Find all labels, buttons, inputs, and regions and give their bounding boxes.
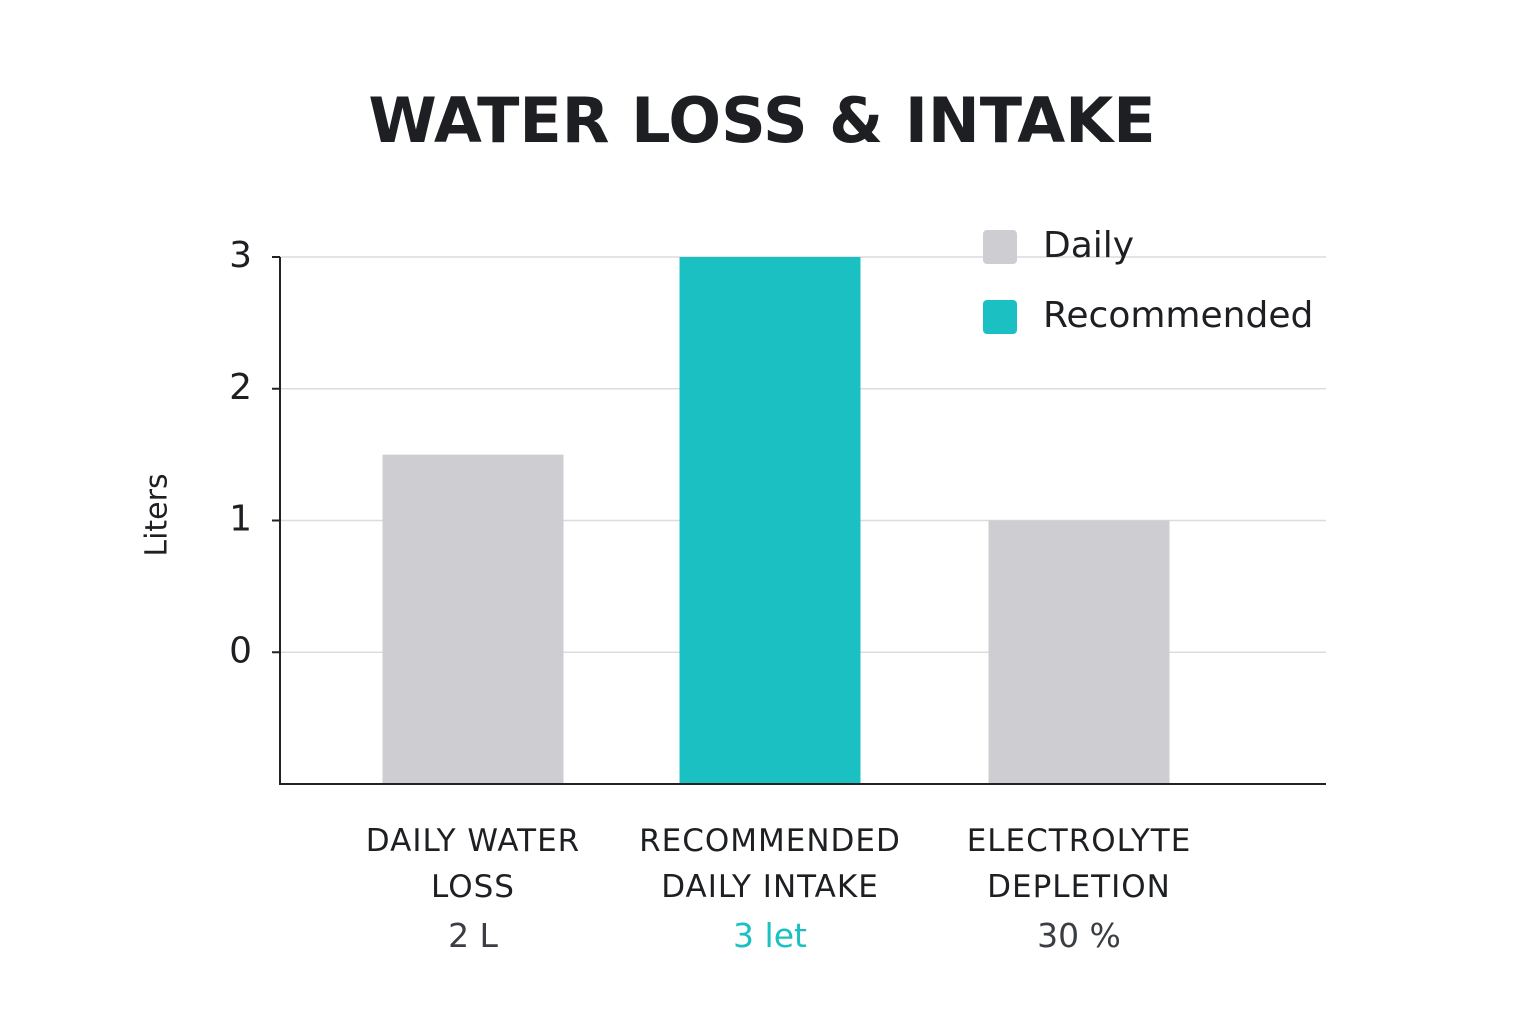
legend-label: Recommended xyxy=(1043,295,1313,336)
x-tick-label: RECOMMENDED DAILY INTAKE xyxy=(639,823,901,905)
x-tick-label: ELECTROLYTE DEPLETION xyxy=(966,823,1192,905)
y-tick-label: 0 xyxy=(229,630,252,671)
category-annotation: 30 % xyxy=(1037,916,1121,955)
y-axis-label: Liters xyxy=(140,473,175,556)
category-annotation: 3 let xyxy=(733,916,807,955)
x-tick-label: DAILY WATER LOSS xyxy=(365,823,581,905)
legend-label: Daily xyxy=(1043,225,1134,266)
bar xyxy=(988,520,1170,784)
category-annotation: 2 L xyxy=(448,916,498,955)
legend-swatch xyxy=(983,230,1017,264)
y-tick-label: 2 xyxy=(229,367,252,408)
y-tick-label: 1 xyxy=(229,499,252,540)
legend-swatch xyxy=(983,300,1017,334)
y-tick-label: 3 xyxy=(229,235,252,276)
bar xyxy=(382,454,564,784)
chart-title: WATER LOSS & INTAKE xyxy=(368,84,1155,157)
bar xyxy=(679,257,861,784)
